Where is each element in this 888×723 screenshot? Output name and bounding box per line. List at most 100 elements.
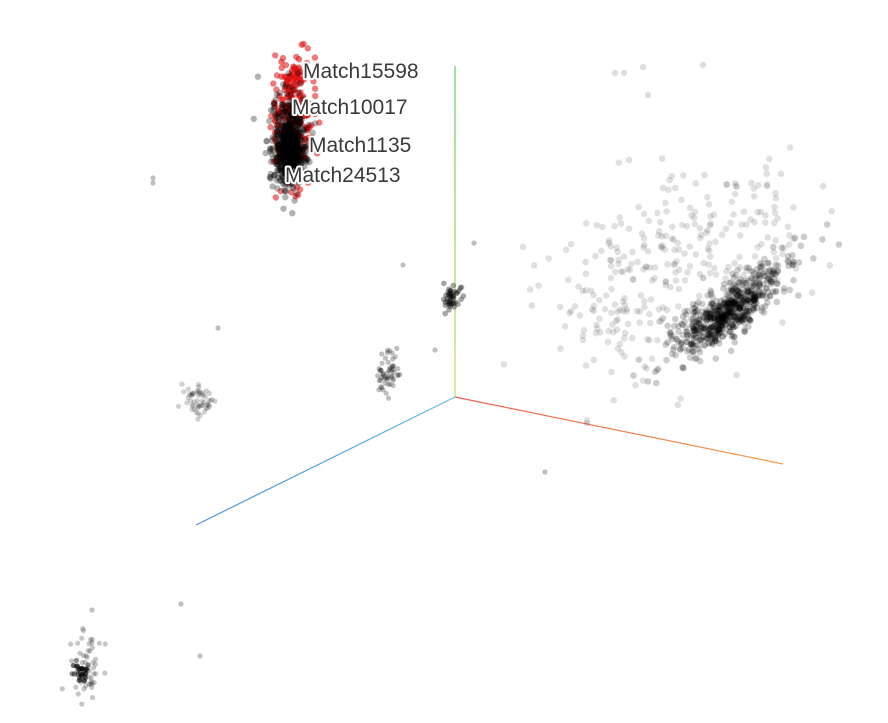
data-point[interactable]	[710, 211, 718, 218]
data-point[interactable]	[661, 246, 669, 253]
data-point[interactable]	[762, 164, 770, 171]
highlighted-point[interactable]	[282, 161, 290, 169]
data-point[interactable]	[689, 323, 697, 331]
highlighted-point[interactable]	[318, 106, 325, 114]
data-point[interactable]	[289, 173, 296, 180]
data-point[interactable]	[519, 243, 527, 251]
data-point[interactable]	[724, 303, 732, 311]
data-point[interactable]	[281, 177, 288, 184]
data-point[interactable]	[749, 268, 756, 275]
highlighted-point[interactable]	[301, 154, 308, 161]
highlighted-point[interactable]	[293, 110, 300, 118]
data-point[interactable]	[681, 250, 688, 257]
data-point[interactable]	[668, 335, 676, 343]
data-point[interactable]	[774, 267, 781, 275]
data-point[interactable]	[263, 137, 270, 145]
data-point[interactable]	[288, 121, 295, 128]
data-point[interactable]	[296, 146, 303, 153]
data-point[interactable]	[282, 150, 290, 157]
data-point[interactable]	[286, 165, 293, 172]
data-point[interactable]	[720, 317, 728, 325]
data-point[interactable]	[766, 155, 773, 163]
data-point[interactable]	[694, 319, 702, 326]
data-point[interactable]	[285, 126, 292, 134]
data-point[interactable]	[700, 314, 707, 321]
data-point[interactable]	[691, 342, 699, 349]
data-point[interactable]	[292, 112, 299, 120]
data-point[interactable]	[720, 314, 727, 322]
data-point[interactable]	[732, 304, 740, 312]
data-point[interactable]	[630, 276, 637, 284]
data-point[interactable]	[298, 174, 305, 181]
data-point[interactable]	[292, 144, 299, 151]
data-point[interactable]	[281, 155, 288, 162]
data-point[interactable]	[749, 291, 757, 298]
data-point[interactable]	[285, 172, 292, 179]
data-point[interactable]	[449, 290, 455, 297]
highlighted-point[interactable]	[278, 64, 285, 72]
data-point[interactable]	[703, 317, 710, 324]
data-point[interactable]	[284, 144, 291, 151]
highlighted-point[interactable]	[300, 102, 307, 109]
data-point[interactable]	[580, 327, 588, 334]
data-point[interactable]	[723, 291, 730, 298]
data-point[interactable]	[731, 281, 738, 288]
data-point[interactable]	[294, 128, 301, 135]
data-point[interactable]	[283, 150, 290, 158]
highlighted-point[interactable]	[270, 80, 277, 87]
data-point[interactable]	[735, 279, 742, 286]
data-point[interactable]	[730, 274, 738, 281]
data-point[interactable]	[283, 151, 290, 158]
data-point[interactable]	[792, 265, 800, 272]
data-point[interactable]	[679, 363, 687, 371]
data-point[interactable]	[667, 331, 674, 338]
data-point[interactable]	[646, 319, 654, 327]
data-point[interactable]	[272, 160, 280, 168]
data-point[interactable]	[442, 299, 449, 306]
data-point[interactable]	[711, 264, 718, 272]
data-point[interactable]	[671, 261, 679, 268]
data-point[interactable]	[679, 344, 686, 352]
data-point[interactable]	[705, 340, 713, 347]
data-point[interactable]	[684, 348, 691, 355]
data-point[interactable]	[447, 301, 454, 308]
data-point[interactable]	[739, 272, 747, 279]
data-point[interactable]	[711, 317, 719, 325]
data-point[interactable]	[296, 127, 303, 134]
data-point[interactable]	[690, 331, 697, 339]
data-point[interactable]	[605, 327, 612, 335]
data-point[interactable]	[670, 261, 678, 268]
data-point[interactable]	[690, 337, 698, 345]
data-point[interactable]	[287, 174, 294, 182]
data-point[interactable]	[737, 232, 744, 239]
data-point[interactable]	[724, 310, 731, 318]
data-point[interactable]	[305, 121, 312, 129]
highlighted-point[interactable]	[281, 73, 288, 81]
data-point[interactable]	[283, 157, 290, 164]
data-point[interactable]	[674, 239, 682, 247]
data-point[interactable]	[745, 288, 752, 296]
data-point[interactable]	[500, 361, 508, 368]
data-point[interactable]	[284, 149, 292, 156]
data-point[interactable]	[285, 163, 293, 171]
data-point[interactable]	[288, 104, 296, 111]
data-point[interactable]	[290, 133, 297, 140]
data-point[interactable]	[277, 177, 284, 184]
data-point[interactable]	[720, 280, 728, 288]
data-point[interactable]	[86, 641, 92, 647]
data-point[interactable]	[294, 132, 302, 140]
highlighted-point[interactable]	[297, 118, 304, 126]
data-point[interactable]	[289, 156, 297, 164]
data-point[interactable]	[389, 373, 395, 379]
data-point[interactable]	[725, 299, 732, 307]
data-point[interactable]	[662, 278, 669, 286]
data-point[interactable]	[651, 274, 658, 282]
data-point[interactable]	[693, 326, 700, 333]
data-point[interactable]	[737, 276, 744, 283]
data-point[interactable]	[727, 279, 735, 286]
data-point[interactable]	[292, 151, 299, 158]
data-point[interactable]	[704, 227, 711, 234]
data-point[interactable]	[754, 292, 761, 300]
data-point[interactable]	[673, 257, 680, 265]
data-point[interactable]	[280, 114, 288, 122]
